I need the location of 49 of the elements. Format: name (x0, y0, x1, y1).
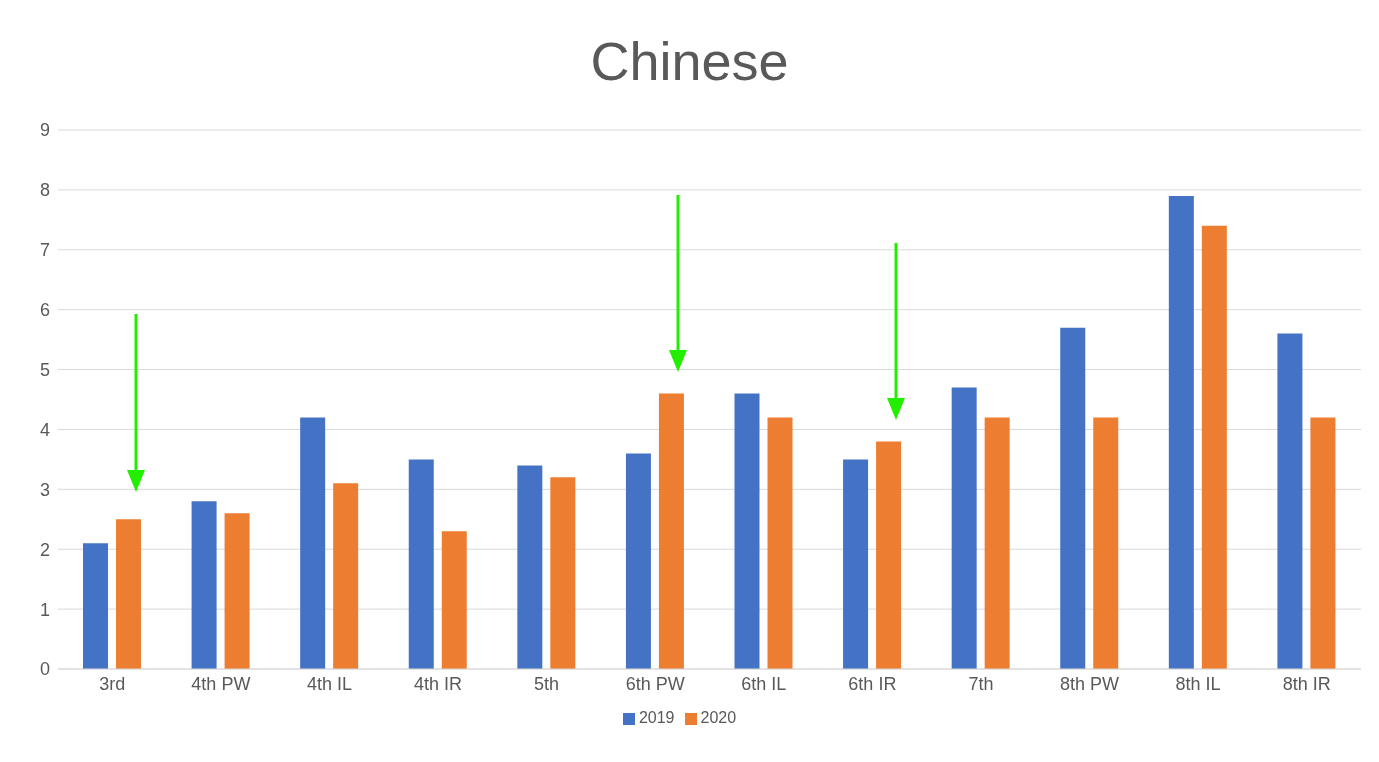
x-tick-label: 6th IR (848, 673, 897, 694)
y-tick-label: 7 (39, 240, 50, 261)
bar (876, 441, 902, 669)
bar (441, 531, 467, 669)
bar (333, 483, 359, 669)
x-tick-label: 6th PW (625, 673, 685, 694)
bar (984, 417, 1010, 669)
y-tick-label: 5 (39, 359, 50, 380)
bar (550, 477, 576, 669)
x-tick-label: 5th (534, 673, 560, 694)
bar (767, 417, 793, 669)
legend-label: 2019 (638, 709, 675, 726)
y-tick-label: 6 (39, 300, 50, 321)
x-tick-label: 4th PW (191, 673, 251, 694)
bar (1093, 417, 1119, 669)
y-tick-label: 4 (39, 419, 50, 440)
y-tick-label: 0 (39, 659, 50, 680)
y-tick-label: 2 (39, 539, 50, 560)
bar (1060, 327, 1086, 669)
bar (1277, 333, 1303, 669)
bar (116, 519, 141, 669)
x-tick-label: 4th IR (414, 673, 463, 694)
x-tick-label: 8th PW (1060, 673, 1120, 694)
legend-label: 2020 (700, 709, 737, 726)
x-tick-label: 6th IL (741, 673, 787, 694)
x-tick-label: 7th (968, 673, 994, 694)
chart-title: Chinese (589, 30, 790, 92)
x-tick-label: 3rd (99, 673, 126, 694)
bar (1310, 417, 1336, 669)
bar (1168, 195, 1194, 669)
bar (408, 459, 434, 669)
bar (83, 543, 108, 669)
bar (734, 393, 760, 669)
bar (224, 513, 250, 669)
bar (517, 465, 543, 669)
bar (191, 501, 217, 669)
x-tick-label: 8th IR (1282, 673, 1331, 694)
x-tick-label: 4th IL (306, 673, 352, 694)
bar (300, 417, 326, 669)
x-tick-label: 8th IL (1175, 673, 1221, 694)
bar (658, 393, 684, 669)
y-tick-label: 8 (39, 180, 50, 201)
y-tick-label: 9 (39, 120, 50, 141)
bar (951, 387, 977, 669)
bar (843, 459, 869, 669)
y-tick-label: 1 (39, 599, 50, 620)
bar (625, 453, 651, 669)
bar (1201, 225, 1227, 669)
y-tick-label: 3 (39, 479, 50, 500)
